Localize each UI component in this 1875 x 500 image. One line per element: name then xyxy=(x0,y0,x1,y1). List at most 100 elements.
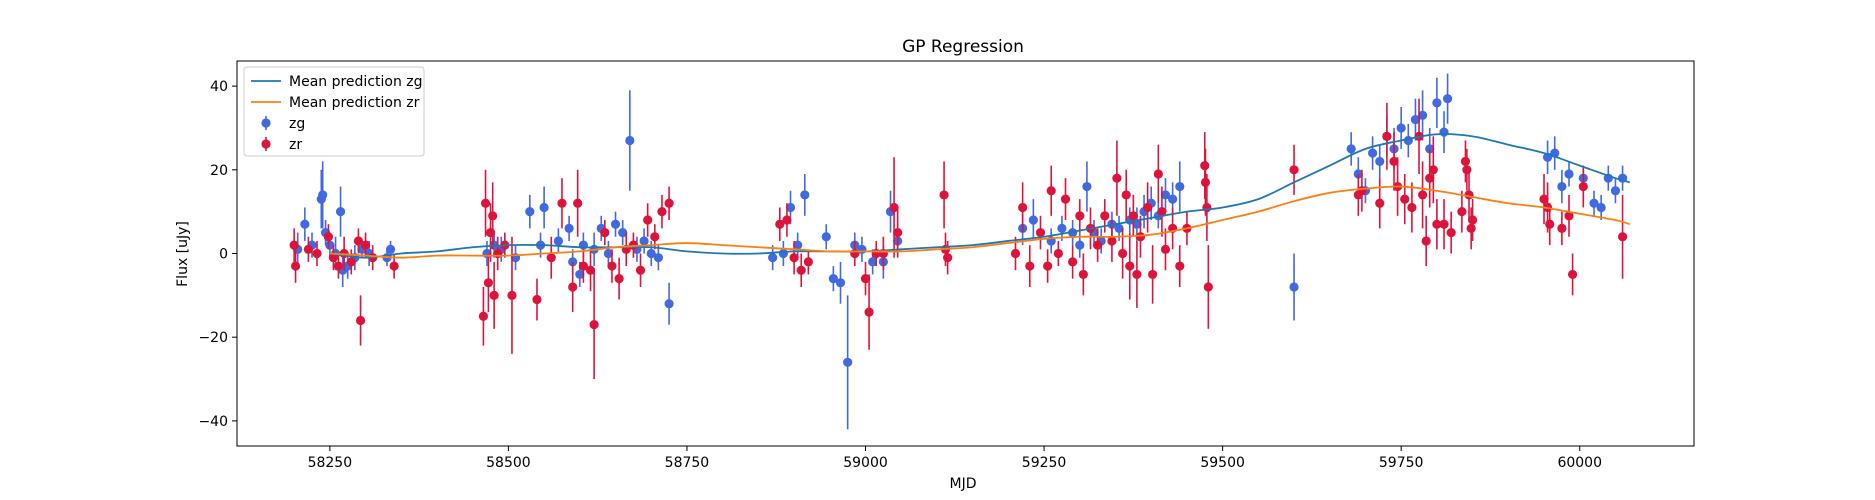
point-zr-9 xyxy=(353,228,364,254)
point-zr-106 xyxy=(1446,211,1456,254)
marker-zr-32 xyxy=(607,261,617,271)
point-zr-100 xyxy=(1417,161,1428,229)
y-tick-label-1: −20 xyxy=(198,330,228,346)
marker-zr-6 xyxy=(333,261,344,271)
marker-zg-6 xyxy=(325,240,335,250)
point-zg-24 xyxy=(564,215,574,241)
point-zr-103 xyxy=(1428,136,1438,204)
point-zr-108 xyxy=(1460,140,1471,183)
marker-zr-120 xyxy=(1617,232,1628,242)
marker-zr-72 xyxy=(1118,248,1128,259)
marker-zg-15 xyxy=(385,244,396,254)
mean-line-zr xyxy=(329,185,1630,259)
marker-zg-45 xyxy=(828,274,838,284)
point-zg-42 xyxy=(793,232,803,258)
marker-zr-109 xyxy=(1462,165,1472,175)
marker-zr-33 xyxy=(614,274,624,284)
marker-zg-46 xyxy=(835,278,846,288)
marker-zr-80 xyxy=(1153,169,1163,179)
point-zr-32 xyxy=(607,249,617,283)
point-zg-37 xyxy=(653,245,663,271)
marker-zg-88 xyxy=(1442,94,1453,104)
marker-zr-40 xyxy=(664,198,674,208)
point-zr-64 xyxy=(1068,245,1078,279)
legend-box xyxy=(243,66,425,157)
point-zr-61 xyxy=(1046,165,1056,216)
point-zr-28 xyxy=(578,249,588,283)
marker-zr-104 xyxy=(1432,219,1442,229)
x-axis-label: MJD xyxy=(950,476,977,492)
marker-zr-48 xyxy=(864,307,874,317)
marker-zr-103 xyxy=(1428,165,1438,175)
marker-zr-112 xyxy=(1467,215,1478,225)
point-zr-16 xyxy=(483,253,494,313)
marker-zr-76 xyxy=(1132,269,1142,280)
marker-zg-39 xyxy=(768,253,778,263)
marker-zg-38 xyxy=(664,299,674,309)
point-zr-19 xyxy=(489,261,499,329)
marker-zr-59 xyxy=(1035,227,1046,238)
marker-zr-77 xyxy=(1135,232,1146,242)
point-zr-10 xyxy=(355,295,366,346)
marker-zr-2 xyxy=(303,244,314,254)
marker-zr-15 xyxy=(480,198,491,208)
marker-zr-78 xyxy=(1143,202,1153,213)
x-tick-label-6: 59750 xyxy=(1379,455,1424,471)
marker-zr-101 xyxy=(1421,236,1431,246)
point-zr-111 xyxy=(1466,207,1476,250)
marker-zg-66 xyxy=(1132,219,1142,229)
marker-zr-42 xyxy=(782,215,792,225)
point-zr-4 xyxy=(323,224,334,250)
marker-zr-63 xyxy=(1060,194,1071,204)
point-zr-70 xyxy=(1107,220,1117,262)
point-zr-26 xyxy=(568,261,578,313)
marker-zr-27 xyxy=(573,198,583,208)
marker-zg-84 xyxy=(1417,110,1428,121)
marker-zr-14 xyxy=(478,311,489,321)
marker-zg-44 xyxy=(821,232,831,242)
point-zr-29 xyxy=(585,249,596,292)
marker-zr-71 xyxy=(1112,173,1122,183)
marker-zr-53 xyxy=(939,190,949,200)
point-zr-97 xyxy=(1400,173,1410,225)
marker-zr-100 xyxy=(1417,190,1428,200)
point-zr-1 xyxy=(290,249,301,283)
point-zr-73 xyxy=(1121,169,1131,221)
marker-zg-83 xyxy=(1410,114,1421,125)
marker-zr-19 xyxy=(489,290,499,300)
point-zg-60 xyxy=(1082,161,1092,212)
point-zr-58 xyxy=(1025,245,1035,287)
marker-zr-73 xyxy=(1121,190,1131,200)
marker-zg-50 xyxy=(868,257,878,267)
marker-zr-95 xyxy=(1389,156,1399,167)
point-zg-1 xyxy=(300,207,310,241)
point-zr-119 xyxy=(1578,165,1588,208)
marker-zg-32 xyxy=(618,227,628,238)
marker-zr-93 xyxy=(1375,198,1385,208)
marker-zg-64 xyxy=(1114,223,1124,233)
point-zr-43 xyxy=(789,240,799,275)
marker-zg-36 xyxy=(646,248,656,259)
point-zr-104 xyxy=(1432,199,1442,250)
marker-zr-58 xyxy=(1025,261,1035,271)
point-zr-80 xyxy=(1153,144,1163,204)
marker-zr-108 xyxy=(1460,156,1471,167)
x-tick-label-7: 60000 xyxy=(1557,455,1602,471)
x-tick-label-3: 59000 xyxy=(843,455,888,471)
marker-zr-98 xyxy=(1407,202,1417,213)
point-zr-98 xyxy=(1407,182,1417,233)
marker-zr-3 xyxy=(312,248,322,259)
legend: Mean prediction zg Mean prediction zr zg zr xyxy=(243,66,425,157)
marker-zr-113 xyxy=(1539,194,1549,204)
point-zg-23 xyxy=(553,228,563,254)
marker-zg-57 xyxy=(1057,223,1067,233)
marker-zr-39 xyxy=(657,207,667,217)
point-zr-62 xyxy=(1053,240,1063,267)
marker-zr-94 xyxy=(1382,131,1392,141)
marker-zg-37 xyxy=(653,253,663,263)
point-zr-14 xyxy=(478,286,489,346)
marker-zr-13 xyxy=(389,261,399,271)
point-zr-74 xyxy=(1125,232,1135,300)
marker-zg-20 xyxy=(525,207,535,217)
